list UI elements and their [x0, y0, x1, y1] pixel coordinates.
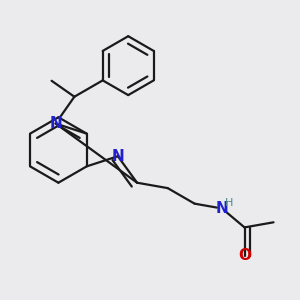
- Text: N: N: [216, 201, 228, 216]
- Text: N: N: [49, 116, 62, 131]
- Text: H: H: [225, 198, 233, 208]
- Text: N: N: [112, 149, 124, 164]
- Text: O: O: [238, 248, 251, 263]
